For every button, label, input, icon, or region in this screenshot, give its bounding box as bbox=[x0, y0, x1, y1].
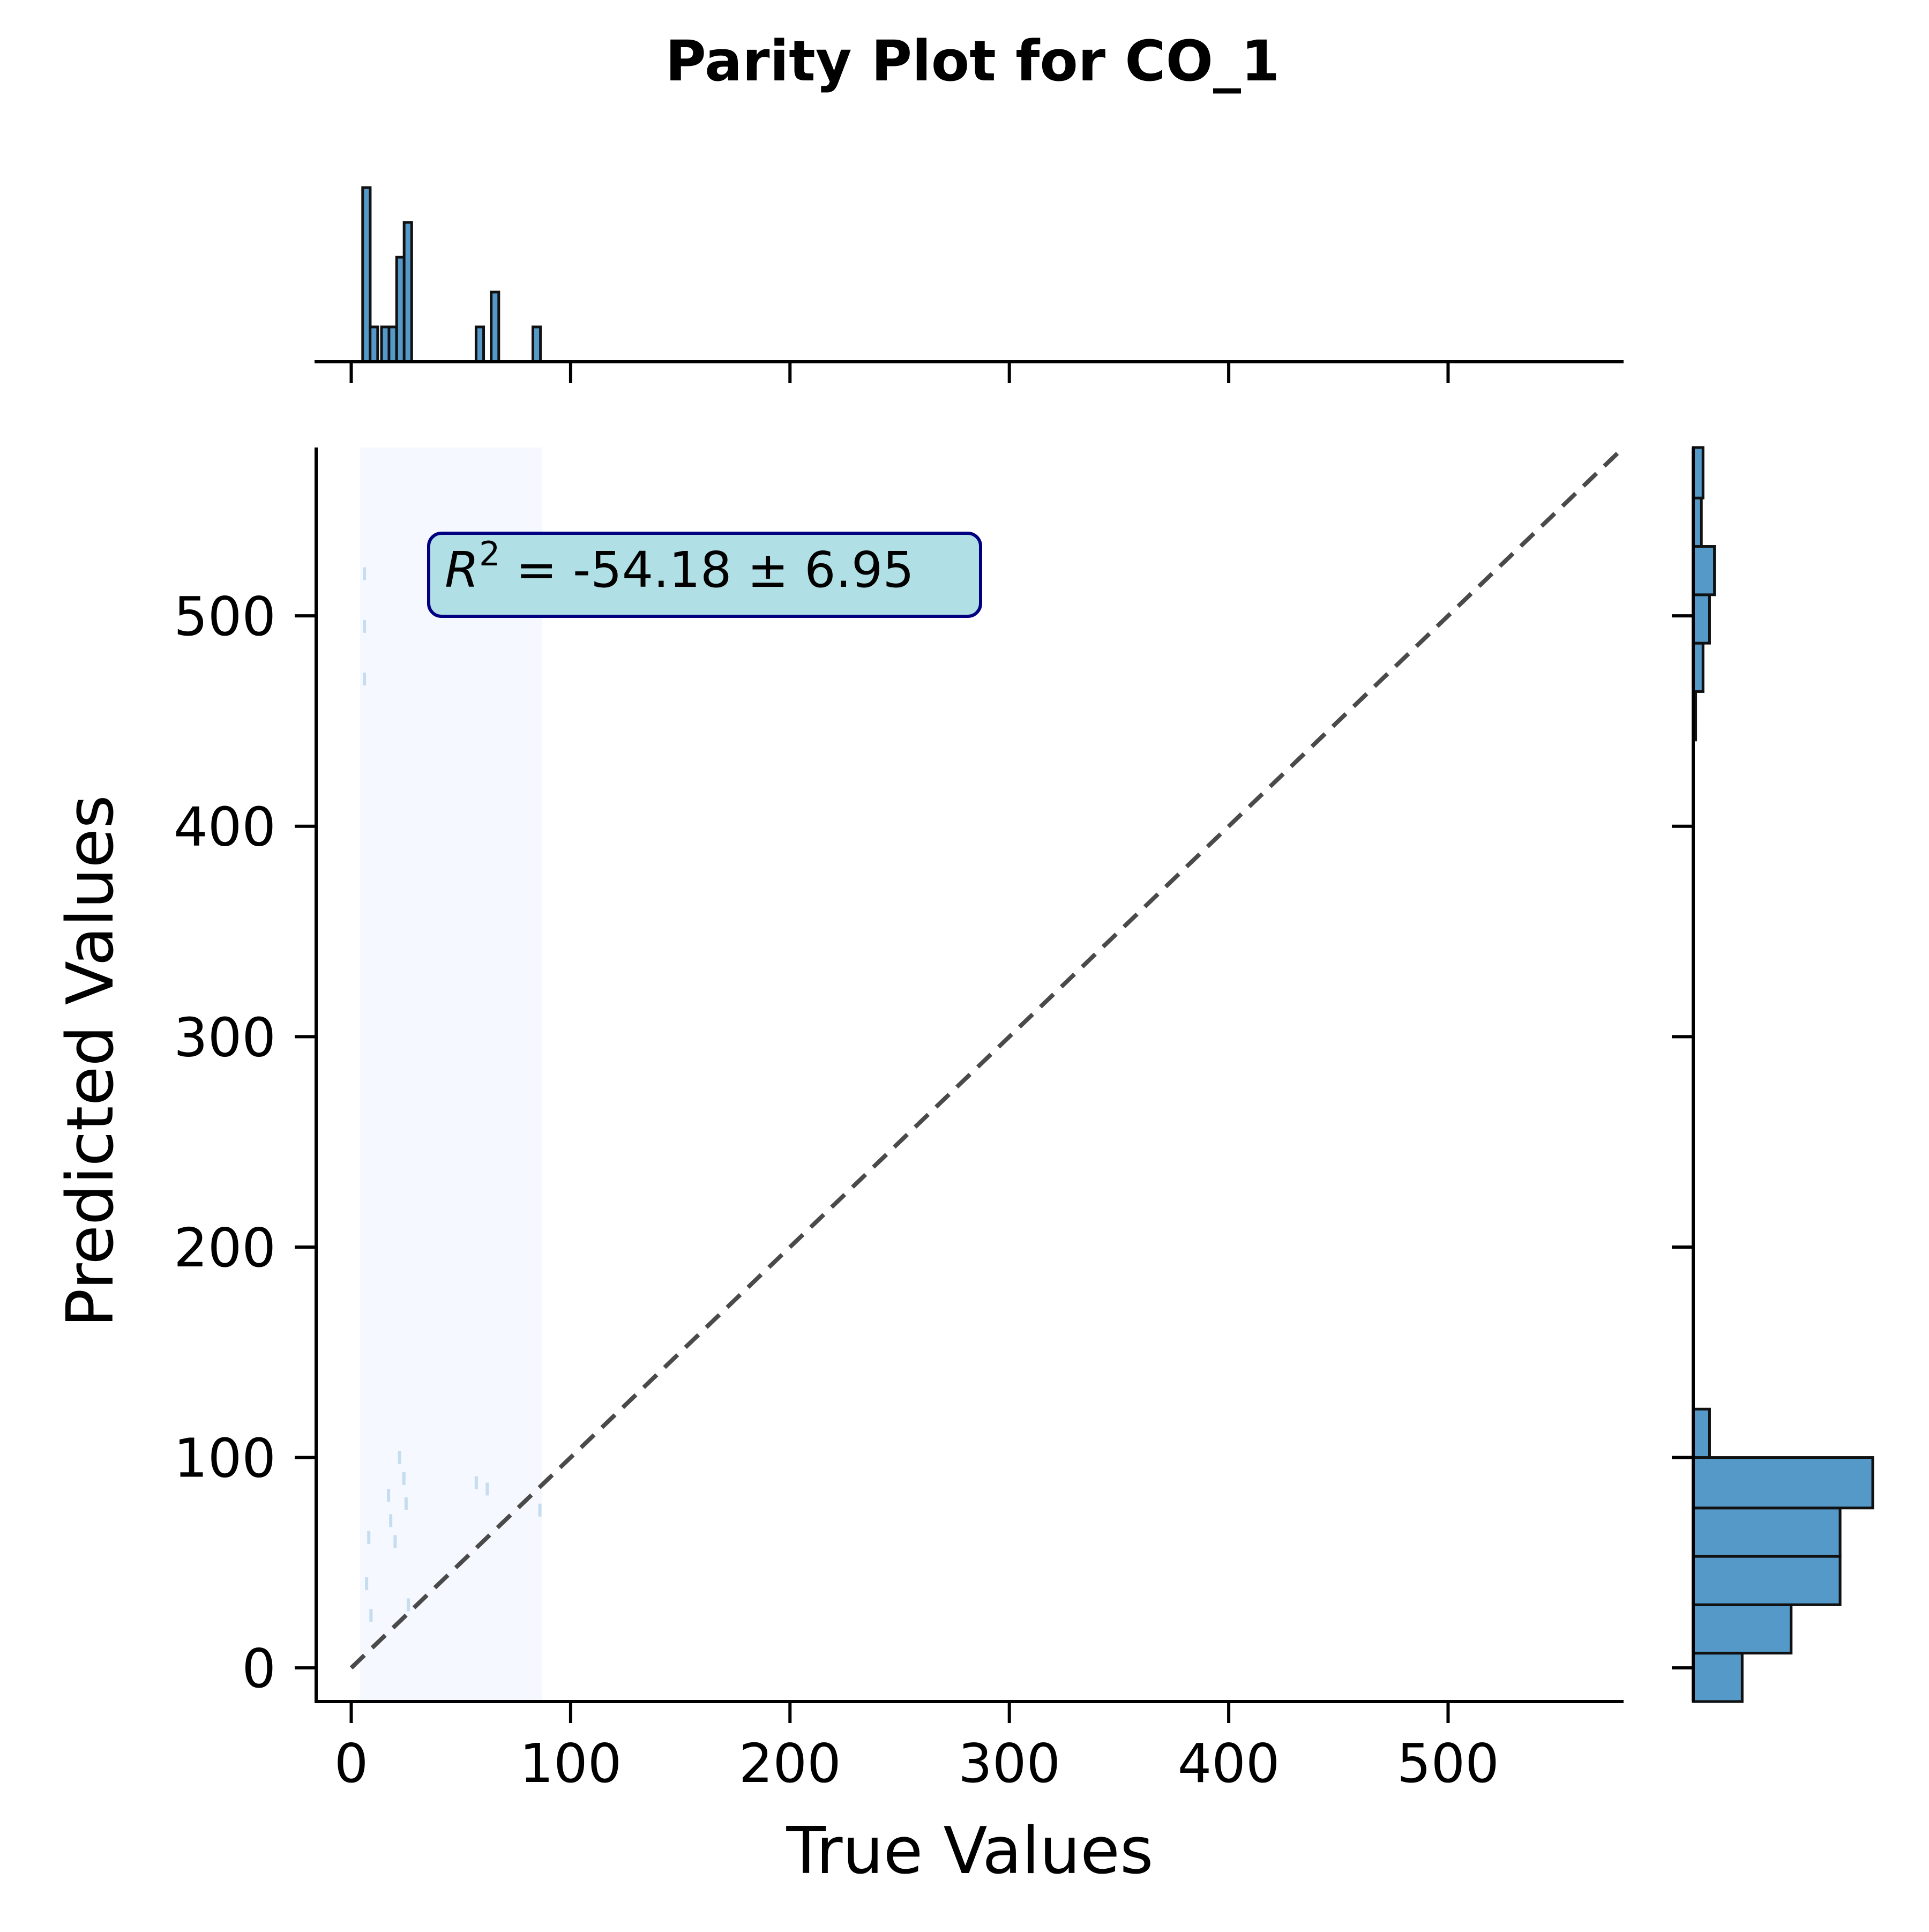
chart-title: Parity Plot for CO_1 bbox=[666, 28, 1280, 94]
r2-annotation-box: R2 = -54.18 ± 6.95 bbox=[427, 532, 982, 618]
top-histogram-bar bbox=[531, 325, 542, 363]
x-tick-label: 300 bbox=[958, 1732, 1060, 1795]
top-histogram-bar bbox=[369, 325, 379, 363]
right-histogram-bar bbox=[1692, 1603, 1793, 1655]
top-histogram-bar bbox=[474, 325, 485, 363]
faint-data-point bbox=[406, 1598, 410, 1612]
y-tick-label: 100 bbox=[174, 1427, 276, 1490]
x-tick-label: 200 bbox=[739, 1732, 841, 1795]
faint-data-point bbox=[363, 672, 367, 685]
x-tick-label: 400 bbox=[1178, 1732, 1280, 1795]
right-marginal-histogram bbox=[1672, 446, 1874, 1703]
y-tick-label: 300 bbox=[174, 1006, 276, 1069]
faint-data-point bbox=[485, 1482, 489, 1496]
faint-data-point bbox=[363, 567, 367, 580]
right-histogram-bar bbox=[1692, 1456, 1874, 1510]
x-axis-label: True Values bbox=[786, 1814, 1153, 1889]
right-histogram-bar bbox=[1692, 1407, 1711, 1459]
x-tick-label: 100 bbox=[519, 1732, 622, 1795]
y-tick-label: 500 bbox=[174, 585, 276, 648]
right-histogram-bar bbox=[1692, 1555, 1842, 1606]
annotation-background bbox=[427, 532, 982, 618]
faint-data-point bbox=[365, 1577, 369, 1591]
y-tick-label: 400 bbox=[174, 796, 276, 859]
right-histogram-bar bbox=[1692, 593, 1711, 645]
right-histogram-bar bbox=[1692, 1506, 1842, 1558]
faint-data-point bbox=[389, 1514, 393, 1527]
y-tick-label: 0 bbox=[242, 1637, 276, 1700]
top-marginal-histogram bbox=[315, 186, 1624, 383]
faint-data-point bbox=[363, 620, 367, 633]
top-histogram-bar bbox=[490, 290, 500, 363]
density-region bbox=[360, 447, 542, 1702]
faint-data-point bbox=[538, 1503, 542, 1517]
r2-value: = -54.18 ± 6.95 bbox=[500, 541, 914, 599]
r2-annotation-text: R2 = -54.18 ± 6.95 bbox=[445, 534, 914, 599]
faint-data-point bbox=[398, 1451, 401, 1464]
y-axis-label: Predicted Values bbox=[54, 795, 128, 1327]
x-tick-label: 0 bbox=[334, 1732, 369, 1795]
y-tick-label: 200 bbox=[174, 1217, 276, 1279]
identity-reference-line bbox=[349, 446, 1625, 1670]
r2-symbol: R bbox=[445, 541, 479, 599]
faint-data-point bbox=[367, 1531, 371, 1544]
right-histogram-bar bbox=[1692, 1652, 1744, 1703]
top-histogram-bar bbox=[402, 221, 413, 363]
faint-data-point bbox=[404, 1497, 408, 1510]
faint-data-point bbox=[474, 1476, 478, 1489]
faint-data-point bbox=[387, 1489, 391, 1502]
faint-data-point bbox=[402, 1472, 406, 1485]
faint-data-point bbox=[393, 1535, 397, 1548]
right-histogram-bar bbox=[1692, 545, 1716, 596]
r2-exponent: 2 bbox=[479, 534, 500, 573]
faint-data-point bbox=[369, 1609, 373, 1622]
x-tick-label: 500 bbox=[1397, 1732, 1499, 1795]
main-axes: 0 100 200 300 400 500 0 100 200 300 400 500 bbox=[174, 446, 1625, 1795]
